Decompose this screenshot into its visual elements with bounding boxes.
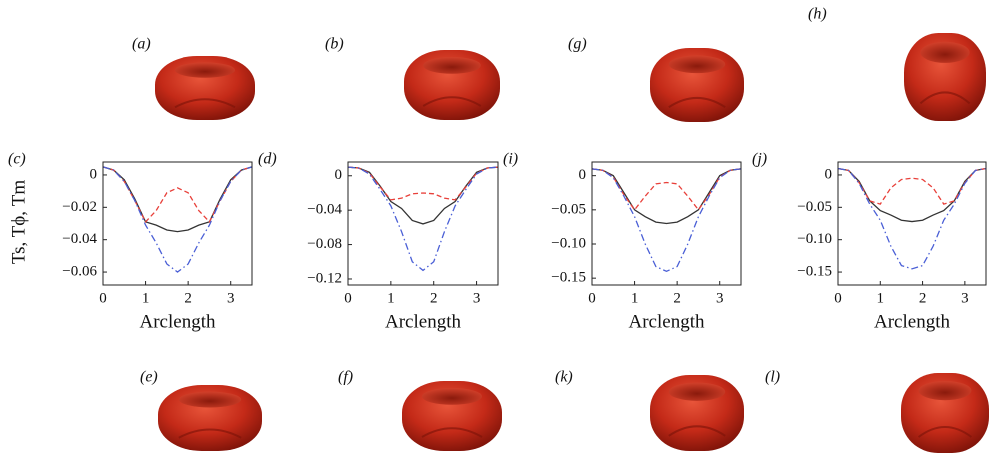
x-tick-label: 1 [877, 290, 885, 306]
toroid-dimple [920, 41, 970, 63]
x-tick-label: 3 [473, 290, 481, 306]
x-axis-label: Arclength [629, 311, 705, 332]
x-tick-label: 0 [344, 290, 352, 306]
toroid-dimple [668, 382, 726, 401]
x-tick-label: 3 [716, 290, 724, 306]
x-tick-label: 0 [99, 290, 107, 306]
toroid-image [904, 33, 986, 121]
data-line [102, 166, 253, 273]
x-tick-label: 0 [588, 290, 596, 306]
x-tick-label: 0 [834, 290, 842, 306]
toroid-image [155, 56, 255, 120]
data-line [591, 168, 742, 225]
toroid-image [901, 373, 989, 453]
panel-label: (i) [503, 151, 518, 168]
data-line [347, 166, 499, 201]
toroid-image [404, 50, 500, 120]
panel-label: (l) [765, 369, 780, 386]
x-tick-label: 2 [919, 290, 927, 306]
x-axis-label: Arclength [140, 311, 216, 332]
toroid-dimple [668, 55, 726, 74]
panel-label: (a) [132, 36, 151, 53]
data-line [837, 167, 987, 223]
x-axis-label: Arclength [874, 311, 950, 332]
toroid-shadow [917, 426, 973, 438]
toroid-image [402, 381, 502, 451]
toroid-shadow [421, 427, 483, 438]
y-tick-label: −0.10 [551, 235, 586, 251]
data-line [102, 166, 253, 233]
toroid-shadow [668, 96, 726, 109]
toroid-dimple [178, 391, 242, 408]
x-tick-label: 1 [387, 290, 395, 306]
y-tick-label: −0.04 [307, 202, 342, 218]
toroid-dimple [918, 381, 972, 401]
toroid-image [650, 48, 744, 122]
panel-label: (j) [752, 151, 767, 168]
y-tick-label: −0.10 [797, 231, 832, 247]
plot-frame [102, 161, 253, 286]
data-line [347, 166, 499, 272]
data-line [102, 166, 253, 224]
panel-label: (d) [258, 151, 277, 168]
data-line [837, 167, 987, 205]
toroid-image [650, 375, 744, 451]
panel-label: (k) [555, 369, 573, 386]
toroid-dimple [423, 57, 481, 74]
toroid-shadow [668, 425, 726, 437]
x-tick-label: 2 [430, 290, 438, 306]
x-tick-label: 1 [142, 290, 150, 306]
toroid-shadow [174, 98, 236, 109]
toroid-image [158, 385, 262, 451]
panel-label: (c) [8, 151, 26, 168]
y-tick-label: −0.06 [62, 263, 97, 279]
toroid-dimple [422, 388, 482, 405]
plot-frame [347, 161, 499, 286]
plot-frame [591, 161, 742, 286]
x-tick-label: 2 [184, 290, 192, 306]
panel-label: (h) [808, 6, 827, 23]
y-tick-label: −0.15 [551, 270, 586, 286]
toroid-shadow [422, 96, 482, 107]
plot-frame [837, 161, 987, 286]
y-tick-label: −0.02 [62, 199, 97, 215]
y-tick-label: 0 [579, 167, 587, 183]
data-line [591, 168, 742, 211]
x-tick-label: 3 [961, 290, 969, 306]
toroid-shadow [178, 428, 242, 439]
y-tick-label: −0.15 [797, 263, 832, 279]
y-tick-label: −0.05 [797, 199, 832, 215]
y-tick-label: −0.08 [307, 236, 342, 252]
y-axis-label: Ts, Tϕ, Tm [8, 180, 29, 265]
x-tick-label: 1 [631, 290, 639, 306]
data-line [837, 167, 987, 270]
panel-label: (b) [325, 36, 344, 53]
y-tick-label: −0.04 [62, 231, 97, 247]
y-tick-label: −0.12 [307, 270, 342, 286]
data-line [591, 168, 742, 273]
y-tick-label: −0.05 [551, 201, 586, 217]
y-tick-label: 0 [335, 167, 343, 183]
panel-label: (e) [140, 369, 158, 386]
y-tick-label: 0 [825, 166, 833, 182]
panel-label: (g) [568, 36, 587, 53]
y-tick-label: 0 [90, 166, 98, 182]
toroid-dimple [175, 62, 235, 78]
x-axis-label: Arclength [385, 311, 461, 332]
toroid-shadow [919, 91, 971, 105]
x-tick-label: 2 [673, 290, 681, 306]
panel-label: (f) [338, 369, 353, 386]
x-tick-label: 3 [227, 290, 235, 306]
